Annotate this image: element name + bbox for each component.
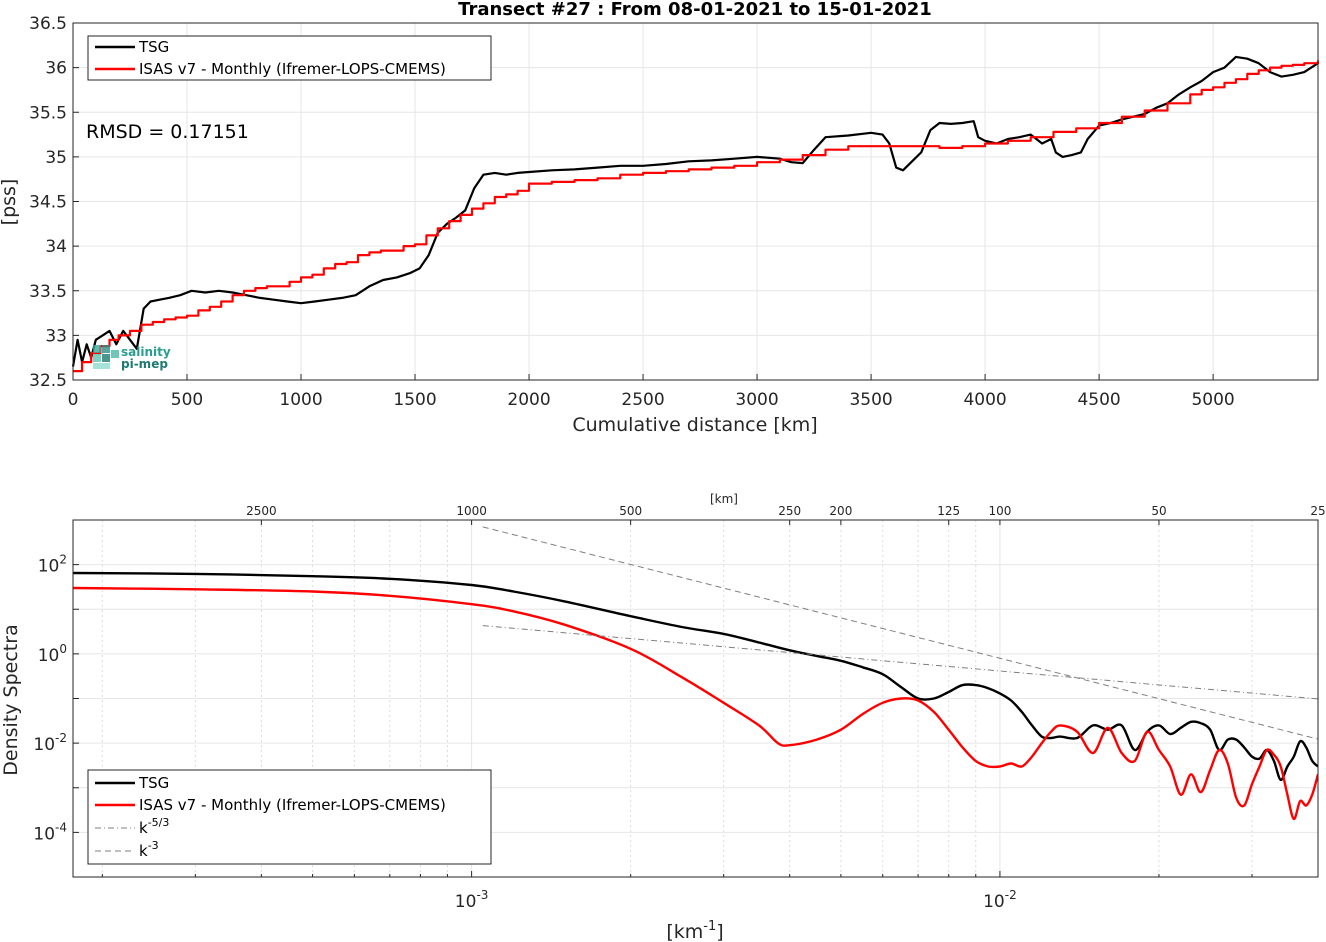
logo-text-pimep: pi-mep <box>121 357 168 371</box>
top-chart: Transect #27 : From 08-01-2021 to 15-01-… <box>0 0 1320 436</box>
bottom-top-tick-label: 25 <box>1310 504 1325 518</box>
legend-label-tsg: TSG <box>138 38 169 56</box>
bottom-y-tick-label: 102 <box>38 553 67 577</box>
bottom-y-tick-label: 100 <box>38 642 67 666</box>
bottom-top-tick-label: 1000 <box>456 504 487 518</box>
top-x-tick-label: 3000 <box>735 390 778 410</box>
bottom-top-tick-label: 125 <box>937 504 960 518</box>
legend-label-tsg-2: TSG <box>138 774 169 792</box>
top-x-axis-label: Cumulative distance [km] <box>572 414 817 436</box>
top-x-ticks: 0 500 1000 1500 2000 2500 3000 3500 4000 4500 5000 <box>68 374 1235 410</box>
top-y-ticks: 32.5 33 33.5 34 34.5 35 35.5 36 36.5 <box>29 14 79 391</box>
top-x-tick-label: 5000 <box>1191 390 1234 410</box>
top-x-tick-label: 4500 <box>1077 390 1120 410</box>
series-line-isas-spectrum <box>73 586 1318 821</box>
bottom-grid <box>73 520 1319 877</box>
bottom-x-axis-label-close: ] <box>716 921 723 942</box>
reference-line-k3 <box>482 526 1318 740</box>
top-x-tick-label: 4000 <box>963 390 1006 410</box>
bottom-y-tick-label: 10-2 <box>33 731 67 755</box>
bottom-x-tick-label: 10-2 <box>983 888 1017 912</box>
top-y-tick-label: 35 <box>45 148 67 168</box>
top-chart-title: Transect #27 : From 08-01-2021 to 15-01-… <box>458 0 932 20</box>
top-y-tick-label: 33.5 <box>29 282 67 302</box>
bottom-x-tick-label: 10-3 <box>455 888 489 912</box>
legend-label-isas-2: ISAS v7 - Monthly (Ifremer-LOPS-CMEMS) <box>139 796 446 814</box>
bottom-x-axis-label: [km-1] <box>666 919 723 942</box>
bottom-x-ticks: 10-3 10-2 <box>101 871 1319 912</box>
top-series <box>71 55 1320 373</box>
bottom-top-tick-label: 200 <box>829 504 852 518</box>
series-line-isas <box>73 60 1320 373</box>
bottom-top-ticks: 2500 1000 500 250 200 125 100 50 25 <box>246 504 1326 525</box>
salinity-pimep-logo: salinity pi-mep <box>93 345 171 371</box>
bottom-legend: TSG ISAS v7 - Monthly (Ifremer-LOPS-CMEM… <box>87 769 492 865</box>
top-x-tick-label: 2500 <box>621 390 664 410</box>
rmsd-annotation: RMSD = 0.17151 <box>86 121 249 143</box>
top-y-tick-label: 36 <box>45 59 67 79</box>
top-x-tick-label: 1000 <box>279 390 322 410</box>
top-x-tick-label: 2000 <box>507 390 550 410</box>
bottom-y-tick-label: 10-4 <box>33 820 67 844</box>
bottom-y-axis-label: Density Spectra <box>0 624 22 775</box>
bottom-y-ticks: 10-4 10-2 100 102 <box>33 519 79 878</box>
top-x-tick-label: 3500 <box>849 390 892 410</box>
bottom-x-axis-label-base: [km <box>666 921 703 942</box>
top-x-tick-label: 0 <box>68 390 79 410</box>
bottom-top-tick-label: 2500 <box>246 504 277 518</box>
bottom-top-tick-label: 250 <box>778 504 801 518</box>
bottom-top-tick-label: 500 <box>619 504 642 518</box>
top-y-tick-label: 36.5 <box>29 14 67 34</box>
bottom-top-tick-label: 100 <box>988 504 1011 518</box>
bottom-top-axis-label: [km] <box>710 492 738 506</box>
top-y-tick-label: 33 <box>45 326 67 346</box>
top-legend: TSG ISAS v7 - Monthly (Ifremer-LOPS-CMEM… <box>87 35 492 81</box>
top-y-tick-label: 32.5 <box>29 371 67 391</box>
top-y-axis-label: [pss] <box>0 179 20 226</box>
logo-text-salinity: salinity <box>121 345 171 359</box>
top-y-tick-label: 34.5 <box>29 193 67 213</box>
top-x-tick-label: 500 <box>171 390 203 410</box>
bottom-x-axis-label-exp: -1 <box>703 919 716 934</box>
top-y-tick-label: 35.5 <box>29 103 67 123</box>
reference-line-k53 <box>482 625 1318 700</box>
bottom-series <box>73 526 1318 821</box>
bottom-chart: [km] 10-3 10-2 10-4 10-2 100 102 2500 1000 500… <box>0 492 1326 942</box>
legend-label-isas: ISAS v7 - Monthly (Ifremer-LOPS-CMEMS) <box>139 60 446 78</box>
top-x-tick-label: 1500 <box>393 390 436 410</box>
top-grid <box>73 23 1318 380</box>
top-y-tick-label: 34 <box>45 237 67 257</box>
bottom-top-tick-label: 50 <box>1151 504 1166 518</box>
series-line-tsg <box>71 55 1319 367</box>
